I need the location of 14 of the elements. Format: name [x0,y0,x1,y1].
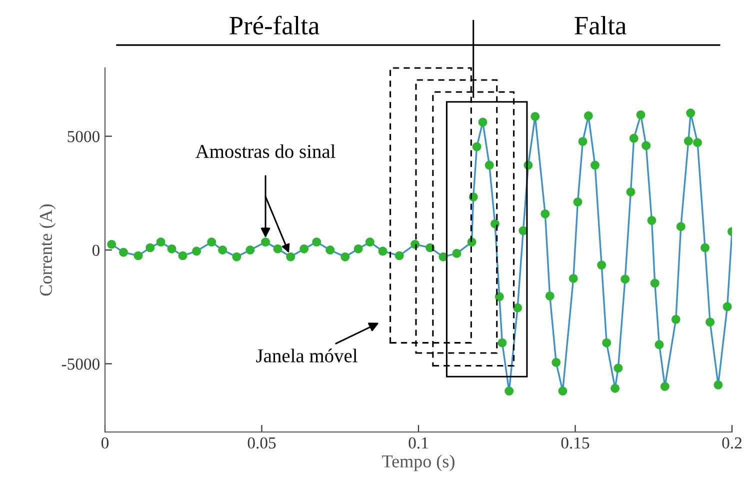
annotation: Amostras do sinal [195,144,336,158]
annotation: Janela móvel [256,348,358,362]
y-tick-label: 0 [92,244,100,256]
y-tick-label: 5000 [68,130,100,142]
x-tick-label: 0.1 [408,437,428,449]
x-axis-title: Tempo (s) [382,454,454,472]
x-tick-label: 0.05 [248,437,276,449]
x-tick-label: 0 [101,437,109,449]
y-tick-label: -5000 [62,358,100,370]
text: Falta [574,16,626,35]
text: Pré-falta [230,16,320,35]
x-tick-label: 0.15 [561,437,590,449]
y-axis-title: Corrente (A) [39,204,56,296]
x-tick-label: 0.2 [722,437,742,449]
